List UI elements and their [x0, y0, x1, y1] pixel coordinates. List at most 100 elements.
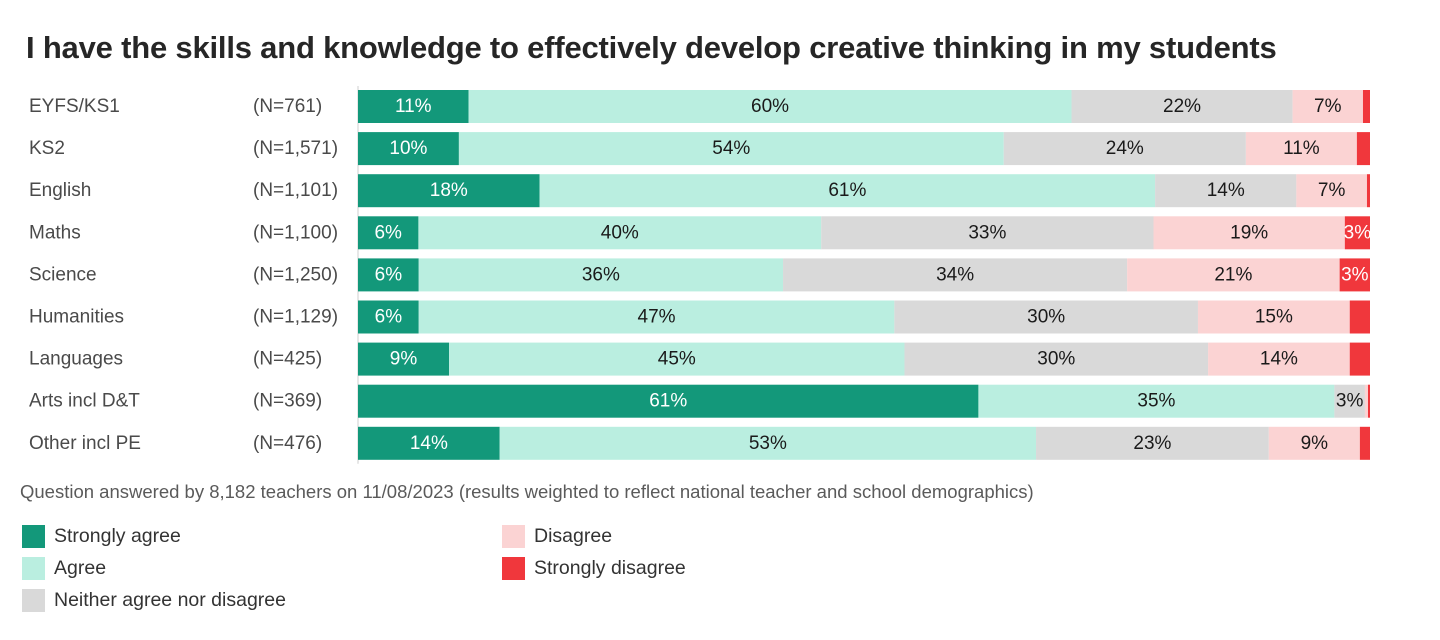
bar-languages-strongly-agree: [358, 342, 450, 376]
value-label-ks2-agree: 54%: [712, 138, 750, 159]
value-label-eyfs-ks1-neither-agree-nor-disagree: 22%: [1163, 96, 1201, 117]
value-label-languages-neither-agree-nor-disagree: 30%: [1037, 349, 1075, 370]
legend-label-strongly-disagree: Strongly disagree: [534, 556, 686, 579]
bar-other-incl-pe-disagree: [1268, 426, 1360, 460]
value-label-maths-strongly-disagree: 3%: [1344, 222, 1372, 243]
value-label-eyfs-ks1-strongly-agree: 11%: [395, 96, 432, 117]
value-label-maths-agree: 40%: [601, 222, 639, 243]
legend-item-disagree: Disagree: [502, 523, 612, 549]
value-label-arts-incl-dandt-neither-agree-nor-disagree: 3%: [1336, 391, 1364, 412]
value-label-arts-incl-dandt-agree: 35%: [1137, 391, 1175, 412]
legend-label-agree: Agree: [54, 556, 107, 579]
legend-item-strongly-disagree: Strongly disagree: [502, 555, 686, 581]
bar-other-incl-pe-strongly-agree: [358, 426, 500, 460]
value-label-languages-agree: 45%: [658, 349, 696, 370]
stacked-bar-chart: EYFS/KS1 (N=761) 11% 60% 22% 7% KS2 (N=1,571) 10…: [29, 86, 1372, 464]
value-label-ks2-neither-agree-nor-disagree: 24%: [1106, 138, 1144, 159]
bar-languages-agree: [449, 342, 905, 376]
legend-item-neither: Neither agree nor disagree: [22, 587, 286, 613]
row-label-maths: Maths: [29, 222, 81, 243]
value-label-humanities-neither-agree-nor-disagree: 30%: [1027, 307, 1065, 328]
row-n-other-incl-pe: (N=476): [253, 433, 322, 454]
bar-humanities-strongly-agree: [358, 300, 419, 334]
value-label-science-strongly-disagree: 3%: [1341, 264, 1369, 285]
row-label-arts-incl-dandt: Arts incl D&T: [29, 391, 140, 412]
bar-ks2-strongly-agree: [358, 132, 459, 166]
value-label-eyfs-ks1-disagree: 7%: [1314, 96, 1342, 117]
row-label-eyfs-ks1: EYFS/KS1: [29, 96, 120, 117]
row-n-languages: (N=425): [253, 349, 322, 370]
value-label-science-agree: 36%: [582, 264, 620, 285]
bar-arts-incl-dandt-neither-agree-nor-disagree: [1334, 384, 1365, 418]
bar-ks2-agree: [458, 132, 1004, 166]
bar-english-disagree: [1296, 174, 1367, 208]
legend-item-strongly-agree: Strongly agree: [22, 523, 181, 549]
bar-other-incl-pe-strongly-disagree: [1359, 426, 1370, 460]
bar-ks2-neither-agree-nor-disagree: [1003, 132, 1246, 166]
row-label-science: Science: [29, 264, 97, 285]
bar-eyfs-ks1-neither-agree-nor-disagree: [1071, 90, 1293, 123]
legend-swatch-agree: [22, 556, 45, 580]
legend-swatch-neither: [22, 588, 45, 612]
value-label-english-disagree: 7%: [1318, 180, 1346, 201]
value-label-humanities-disagree: 15%: [1255, 307, 1293, 328]
bar-languages-disagree: [1208, 342, 1350, 376]
row-label-humanities: Humanities: [29, 307, 124, 328]
bar-english-neither-agree-nor-disagree: [1155, 174, 1297, 208]
bar-science-agree: [418, 258, 784, 292]
legend-item-agree: Agree: [22, 555, 106, 581]
value-label-maths-neither-agree-nor-disagree: 33%: [968, 222, 1006, 243]
footnote: Question answered by 8,182 teachers on 1…: [20, 481, 1034, 502]
bar-arts-incl-dandt-strongly-agree: [358, 384, 979, 418]
bar-science-strongly-disagree: [1339, 258, 1370, 292]
bar-science-strongly-agree: [358, 258, 419, 292]
bar-eyfs-ks1-disagree: [1292, 90, 1363, 123]
bar-ks2-strongly-disagree: [1356, 132, 1370, 166]
value-label-other-incl-pe-neither-agree-nor-disagree: 23%: [1133, 433, 1171, 454]
bar-humanities-agree: [418, 300, 895, 334]
bar-english-agree: [539, 174, 1156, 208]
row-label-ks2: KS2: [29, 138, 65, 159]
legend: Strongly agree Agree Neither agree nor d…: [22, 523, 822, 623]
row-n-eyfs-ks1: (N=761): [253, 96, 322, 117]
row-n-english: (N=1,101): [253, 180, 338, 201]
bar-eyfs-ks1-strongly-agree: [358, 90, 469, 123]
value-label-maths-strongly-agree: 6%: [374, 222, 402, 243]
value-label-languages-disagree: 14%: [1260, 349, 1298, 370]
legend-swatch-strongly-disagree: [502, 556, 525, 580]
value-label-english-strongly-agree: 18%: [430, 180, 468, 201]
legend-label-neither: Neither agree nor disagree: [54, 588, 286, 611]
legend-swatch-strongly-agree: [22, 524, 45, 548]
row-n-maths: (N=1,100): [253, 222, 338, 243]
value-label-arts-incl-dandt-strongly-agree: 61%: [649, 391, 687, 412]
bar-eyfs-ks1-agree: [468, 90, 1072, 123]
value-label-maths-disagree: 19%: [1230, 222, 1268, 243]
value-label-english-agree: 61%: [828, 180, 866, 201]
value-label-science-disagree: 21%: [1214, 264, 1252, 285]
legend-swatch-disagree: [502, 524, 525, 548]
value-label-english-neither-agree-nor-disagree: 14%: [1207, 180, 1245, 201]
legend-label-disagree: Disagree: [534, 524, 613, 547]
bar-science-disagree: [1127, 258, 1340, 292]
value-label-other-incl-pe-disagree: 9%: [1301, 433, 1329, 454]
row-n-arts-incl-dandt: (N=369): [253, 391, 322, 412]
bar-humanities-neither-agree-nor-disagree: [894, 300, 1198, 334]
bar-arts-incl-dandt-strongly-disagree: [1367, 384, 1370, 418]
chart-title: I have the skills and knowledge to effec…: [26, 30, 1277, 65]
bar-eyfs-ks1-strongly-disagree: [1362, 90, 1370, 123]
legend-label-strongly-agree: Strongly agree: [54, 524, 181, 547]
row-label-other-incl-pe: Other incl PE: [29, 433, 141, 454]
bar-science-neither-agree-nor-disagree: [783, 258, 1128, 292]
row-n-science: (N=1,250): [253, 264, 338, 285]
row-label-english: English: [29, 180, 91, 201]
value-label-ks2-disagree: 11%: [1283, 138, 1320, 159]
bar-other-incl-pe-neither-agree-nor-disagree: [1036, 426, 1269, 460]
value-label-other-incl-pe-agree: 53%: [749, 433, 787, 454]
row-n-humanities: (N=1,129): [253, 307, 338, 328]
bar-maths-disagree: [1153, 216, 1345, 250]
value-label-science-strongly-agree: 6%: [375, 264, 403, 285]
bar-languages-strongly-disagree: [1349, 342, 1370, 376]
bar-maths-agree: [418, 216, 822, 250]
bar-humanities-disagree: [1197, 300, 1350, 334]
bar-arts-incl-dandt-agree: [978, 384, 1335, 418]
